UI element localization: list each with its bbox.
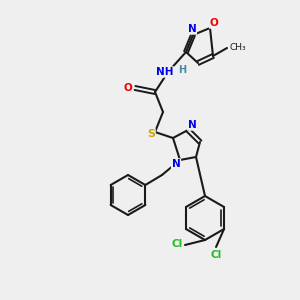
Text: O: O (124, 83, 132, 93)
Text: NH: NH (156, 67, 174, 77)
Text: H: H (178, 65, 186, 75)
Text: N: N (172, 159, 180, 169)
Text: CH₃: CH₃ (229, 44, 246, 52)
Text: N: N (188, 24, 196, 34)
Text: O: O (210, 18, 218, 28)
Text: Cl: Cl (171, 239, 183, 249)
Text: Cl: Cl (210, 250, 222, 260)
Text: N: N (188, 120, 196, 130)
Text: S: S (147, 129, 155, 139)
